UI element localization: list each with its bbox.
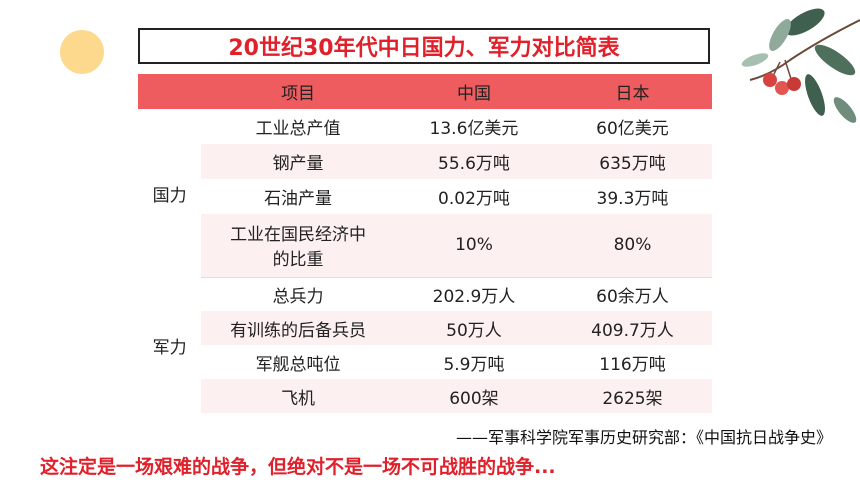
conclusion-text: 这注定是一场艰难的战争，但绝对不是一场不可战胜的战争... — [40, 456, 556, 478]
japan-cell: 39.3万吨 — [596, 189, 669, 209]
japan-cell: 80% — [552, 214, 712, 278]
comparison-table: 项目 中国 日本 国力 工业总产值 13.6亿美元 60亿美元 钢产量 55.6… — [138, 74, 712, 413]
item-line-2: 的比重 — [272, 250, 324, 271]
japan-cell: 2625架 — [602, 388, 663, 409]
category-cell: 国力 — [138, 109, 202, 277]
table-row: 有训练的后备兵员 50万人 409.7万人 — [138, 311, 712, 345]
japan-cell: 60亿美元 — [596, 119, 669, 139]
decorative-circle — [60, 30, 104, 74]
source-citation: ——军事科学院军事历史研究部：《中国抗日战争史》 — [455, 428, 832, 447]
china-cell: 13.6亿美元 — [429, 119, 519, 139]
item-line-1: 工业在国民经济中 — [230, 225, 367, 246]
table-header-row: 项目 中国 日本 — [138, 74, 712, 109]
china-cell: 600架 — [449, 388, 499, 409]
table-row: 工业在国民经济中 的比重 10% 80% — [138, 214, 712, 278]
title-box: 20世纪30年代中日国力、军力对比简表 — [138, 28, 710, 64]
china-cell: 202.9万人 — [432, 286, 516, 307]
category-cell: 军力 — [138, 277, 202, 413]
table-row: 军舰总吨位 5.9万吨 116万吨 — [138, 345, 712, 379]
japan-cell: 635万吨 — [599, 154, 666, 174]
table-row: 钢产量 55.6万吨 635万吨 — [138, 144, 712, 179]
item-cell: 工业在国民经济中 的比重 — [201, 214, 395, 278]
item-cell: 总兵力 — [272, 286, 324, 307]
japan-cell: 409.7万人 — [591, 320, 674, 341]
china-cell: 0.02万吨 — [438, 189, 510, 209]
item-cell: 石油产量 — [264, 189, 333, 209]
item-cell: 有训练的后备兵员 — [230, 320, 367, 341]
table-row: 国力 工业总产值 13.6亿美元 60亿美元 — [138, 109, 712, 277]
china-cell: 5.9万吨 — [443, 354, 505, 375]
item-cell: 钢产量 — [272, 154, 324, 174]
header-item: 项目 — [201, 74, 395, 109]
table-row: 飞机 600架 2625架 — [138, 379, 712, 413]
item-cell: 飞机 — [281, 388, 316, 409]
china-cell: 10% — [394, 214, 553, 278]
item-cell: 工业总产值 — [255, 119, 341, 139]
japan-cell: 116万吨 — [599, 354, 666, 375]
table-row: 军力 总兵力 202.9万人 60余万人 — [138, 277, 712, 413]
china-cell: 50万人 — [446, 320, 502, 341]
china-cell: 55.6万吨 — [438, 154, 510, 174]
item-cell: 军舰总吨位 — [255, 354, 341, 375]
japan-cell: 60余万人 — [596, 286, 669, 307]
page-title: 20世纪30年代中日国力、军力对比简表 — [228, 36, 620, 61]
table-row: 石油产量 0.02万吨 39.3万吨 — [138, 179, 712, 214]
header-china: 中国 — [394, 74, 553, 109]
header-category-cell — [138, 74, 202, 109]
berry-branch-illustration — [741, 8, 860, 123]
header-japan: 日本 — [552, 74, 712, 109]
